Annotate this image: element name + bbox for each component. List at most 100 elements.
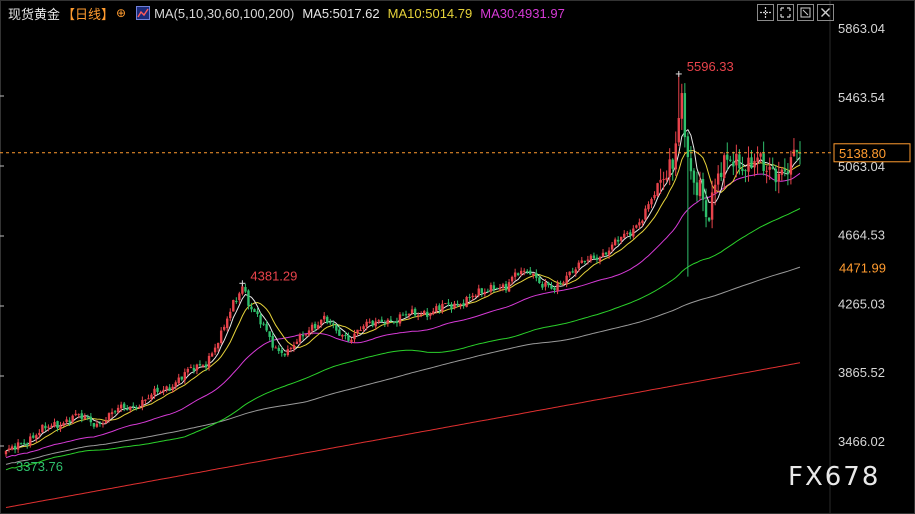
candle-body xyxy=(159,391,162,393)
candle-body xyxy=(783,169,787,172)
candle-body xyxy=(98,423,102,425)
candle-body xyxy=(374,321,377,327)
candle-body xyxy=(665,177,668,180)
candle-body xyxy=(598,257,602,261)
candle-body xyxy=(307,330,311,335)
candle-body xyxy=(616,239,620,242)
candle-body xyxy=(304,334,308,336)
candle-body xyxy=(413,308,417,316)
period-label[interactable]: 【日线】 xyxy=(62,6,115,22)
candle-body xyxy=(289,347,293,349)
candle-body xyxy=(601,252,605,257)
candle-body xyxy=(222,326,226,330)
candle-body xyxy=(777,173,780,182)
candle-body xyxy=(435,306,438,312)
y-tick-label: 4265.03 xyxy=(838,296,885,311)
candle-body xyxy=(213,347,217,353)
candle-body xyxy=(507,282,511,292)
candle-body xyxy=(104,420,108,424)
candle-body xyxy=(729,159,732,161)
candle-body xyxy=(274,347,277,349)
crosshair-icon[interactable] xyxy=(757,4,774,21)
candle-body xyxy=(156,387,159,392)
candle-body xyxy=(41,424,44,433)
candle-body xyxy=(635,225,638,228)
candle-body xyxy=(192,367,196,371)
candle-body xyxy=(153,388,156,396)
candle-body xyxy=(753,160,756,168)
candle-body xyxy=(577,262,580,269)
candles xyxy=(4,73,802,457)
candle-body xyxy=(53,422,56,427)
close-icon[interactable] xyxy=(817,4,834,21)
settings-icon[interactable]: ⊕ xyxy=(116,6,127,20)
candle-body xyxy=(7,448,11,451)
candle-body xyxy=(738,154,741,169)
candle-body xyxy=(692,170,696,183)
candle-body xyxy=(607,250,611,256)
candle-body xyxy=(659,179,662,183)
candle-body xyxy=(747,157,750,172)
candle-body xyxy=(268,331,271,337)
candle-body xyxy=(477,288,480,296)
candle-body xyxy=(338,329,341,336)
candle-body xyxy=(377,320,380,322)
candle-body xyxy=(174,382,177,387)
secondary-price-box xyxy=(834,258,894,277)
candle-body xyxy=(559,283,562,285)
fullscreen-icon[interactable] xyxy=(797,4,814,21)
candle-body xyxy=(362,326,365,330)
candle-body xyxy=(29,436,32,446)
candle-body xyxy=(619,236,623,241)
candle-body xyxy=(195,364,199,371)
candle-body xyxy=(538,277,541,283)
ma5-value: MA5:5017.62 xyxy=(302,5,380,21)
indicator-icon[interactable] xyxy=(136,6,151,20)
candle-body xyxy=(256,311,259,315)
candle-body xyxy=(756,157,759,162)
candle-body xyxy=(295,341,299,345)
candle-body xyxy=(59,425,62,429)
zoom-in-icon[interactable] xyxy=(777,4,794,21)
candle-body xyxy=(292,344,296,349)
candle-body xyxy=(10,446,14,450)
candle-body xyxy=(647,204,650,210)
candle-body xyxy=(553,287,556,290)
candle-body xyxy=(471,295,474,298)
candle-body xyxy=(535,272,538,278)
extreme-label: 5596.33 xyxy=(687,59,734,74)
candle-body xyxy=(656,183,659,196)
candle-body xyxy=(416,315,420,317)
candle-body xyxy=(89,416,93,423)
candle-body xyxy=(447,302,450,304)
candle-body xyxy=(110,412,114,415)
candle-body xyxy=(429,313,432,316)
candle-body xyxy=(389,319,393,321)
candle-body xyxy=(216,342,220,349)
candle-body xyxy=(177,377,180,384)
instrument-name[interactable]: 现货黄金 xyxy=(8,6,61,22)
candle-body xyxy=(556,283,559,291)
candle-body xyxy=(419,314,423,316)
candle-body xyxy=(310,324,314,331)
candle-body xyxy=(198,364,202,366)
candle-body xyxy=(441,303,444,312)
candle-body xyxy=(638,222,641,226)
candle-body xyxy=(86,416,90,418)
ma5-line xyxy=(5,128,801,452)
candle-body xyxy=(219,330,223,344)
candle-body xyxy=(701,178,705,200)
candle-body xyxy=(759,153,762,157)
candle-body xyxy=(341,335,344,337)
candle-body xyxy=(707,217,711,221)
candle-body xyxy=(4,450,8,455)
candle-body xyxy=(101,423,105,425)
candle-body xyxy=(468,296,471,298)
candle-body xyxy=(492,285,496,289)
candle-body xyxy=(423,311,426,315)
candle-body xyxy=(186,368,190,373)
candle-body xyxy=(356,329,359,334)
candle-body xyxy=(32,435,35,438)
